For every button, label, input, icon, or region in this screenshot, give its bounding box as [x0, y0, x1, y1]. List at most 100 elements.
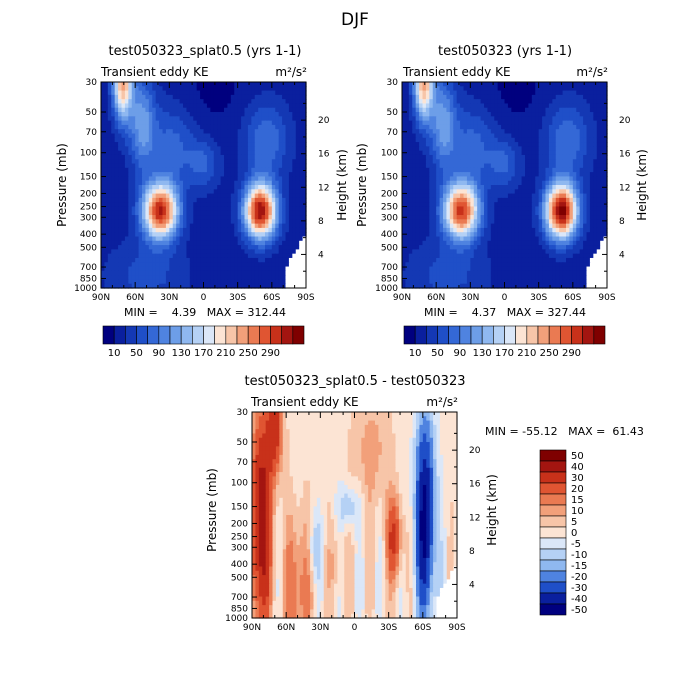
- field-cell: [596, 99, 601, 105]
- field-cell: [148, 185, 153, 190]
- field-cell: [422, 185, 427, 190]
- field-cell: [135, 112, 140, 117]
- field-cell: [138, 270, 143, 276]
- field-cell: [583, 167, 588, 173]
- field-cell: [196, 112, 201, 117]
- field-cell: [480, 103, 485, 109]
- field-cell: [186, 279, 191, 285]
- field-cell: [460, 142, 465, 147]
- field-cell: [183, 129, 188, 135]
- field-cell: [402, 99, 407, 105]
- field-cell: [200, 266, 205, 272]
- field-cell: [535, 137, 540, 143]
- field-cell: [104, 133, 109, 139]
- field-cell: [148, 202, 153, 208]
- field-cell: [514, 107, 519, 113]
- field-cell: [501, 167, 506, 173]
- field-cell: [548, 107, 553, 113]
- field-cell: [487, 107, 492, 113]
- field-cell: [227, 193, 232, 199]
- field-cell: [593, 172, 598, 178]
- field-cell: [562, 137, 567, 143]
- field-cell: [138, 219, 143, 225]
- field-cell: [155, 163, 160, 169]
- field-cell: [569, 86, 574, 92]
- field-cell: [210, 103, 215, 109]
- field-cell: [128, 82, 133, 87]
- field-cell: [514, 94, 519, 100]
- field-cell: [497, 172, 502, 178]
- field-cell: [412, 112, 417, 117]
- field-cell: [121, 154, 126, 160]
- field-cell: [514, 185, 519, 190]
- field-cell: [176, 180, 181, 186]
- field-cell: [466, 189, 471, 195]
- field-cell: [299, 240, 304, 246]
- field-cell: [302, 107, 307, 113]
- field-cell: [237, 120, 242, 126]
- field-cell: [559, 112, 564, 117]
- field-cell: [206, 99, 211, 105]
- field-cell: [165, 172, 170, 178]
- field-cell: [466, 146, 471, 152]
- field-cell: [193, 124, 198, 130]
- field-cell: [425, 180, 430, 186]
- field-cell: [480, 116, 485, 122]
- field-cell: [302, 120, 307, 126]
- field-cell: [142, 189, 147, 195]
- field-cell: [460, 99, 465, 105]
- field-cell: [405, 206, 410, 212]
- field-cell: [419, 215, 424, 220]
- field-cell: [124, 266, 129, 272]
- field-cell: [429, 137, 434, 143]
- field-cell: [210, 189, 215, 195]
- field-cell: [169, 240, 174, 246]
- field-cell: [555, 176, 560, 182]
- field-cell: [247, 257, 252, 263]
- field-cell: [443, 189, 448, 195]
- field-cell: [268, 193, 273, 199]
- field-cell: [535, 176, 540, 182]
- field-cell: [176, 257, 181, 263]
- field-cell: [203, 112, 208, 117]
- field-cell: [162, 112, 167, 117]
- field-cell: [299, 232, 304, 238]
- field-cell: [538, 206, 543, 212]
- field-cell: [436, 154, 441, 160]
- field-cell: [511, 137, 516, 143]
- field-cell: [453, 124, 458, 130]
- field-cell: [183, 266, 188, 272]
- field-cell: [466, 116, 471, 122]
- field-cell: [155, 90, 160, 96]
- field-cell: [566, 133, 571, 139]
- field-cell: [285, 120, 290, 126]
- field-cell: [258, 112, 263, 117]
- field-cell: [470, 180, 475, 186]
- field-cell: [138, 82, 143, 87]
- field-cell: [501, 154, 506, 160]
- field-cell: [494, 210, 499, 216]
- field-cell: [176, 129, 181, 135]
- field-cell: [247, 159, 252, 165]
- field-cell: [196, 163, 201, 169]
- field-cell: [579, 129, 584, 135]
- field-cell: [525, 180, 530, 186]
- field-cell: [186, 180, 191, 186]
- field-cell: [118, 107, 123, 113]
- field-cell: [477, 82, 482, 87]
- field-cell: [586, 112, 591, 117]
- field-cell: [220, 257, 225, 263]
- field-cell: [176, 172, 181, 178]
- field-cell: [600, 197, 605, 203]
- field-cell: [419, 146, 424, 152]
- field-cell: [107, 116, 112, 122]
- field-cell: [521, 86, 526, 92]
- field-cell: [121, 137, 126, 143]
- field-cell: [142, 142, 147, 147]
- field-cell: [101, 249, 106, 255]
- field-cell: [128, 262, 133, 268]
- field-cell: [494, 185, 499, 190]
- field-cell: [494, 133, 499, 139]
- field-cell: [477, 103, 482, 109]
- field-cell: [408, 133, 413, 139]
